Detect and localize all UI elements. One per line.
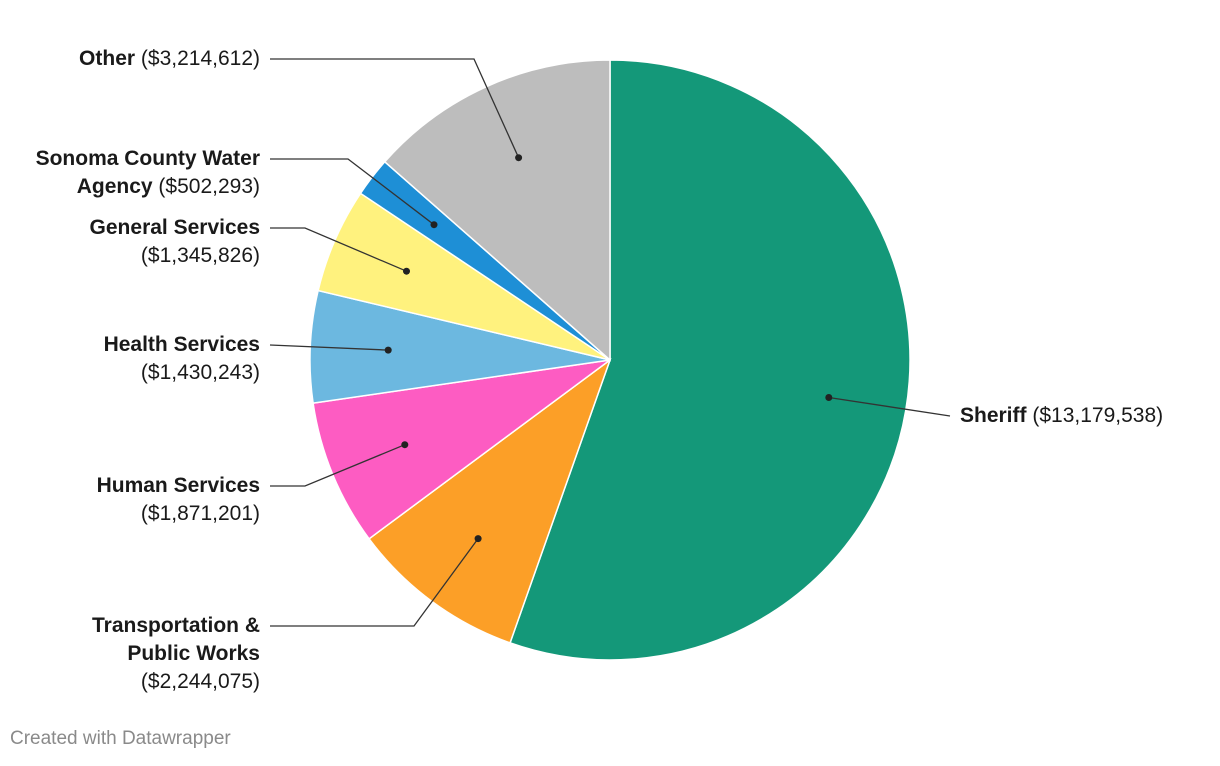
leader-dot-other (515, 154, 523, 162)
leader-dot-human-services (401, 441, 409, 449)
leader-dot-sheriff (825, 394, 833, 401)
slice-label-other: Other ($3,214,612) (79, 47, 260, 70)
slice-label-human-services: Human Services ($1,871,201) (96, 474, 260, 525)
slice-label-health-services: Health Services ($1,430,243) (103, 333, 260, 384)
pie-chart (269, 58, 951, 661)
leader-line-transportation-public-works (270, 538, 479, 627)
leader-dot-general-services (403, 267, 410, 275)
leader-line-sheriff (828, 396, 951, 417)
leader-line-health-services (269, 344, 389, 351)
leader-line-water-agency (270, 158, 435, 226)
slice-label-transportation-public-works: Transportation & Public Works ($2,244,075) (91, 614, 260, 693)
leader-dot-health-services (384, 346, 392, 354)
datawrapper-credit: Created with Datawrapper (10, 728, 231, 749)
slice-label-water-agency: Sonoma County Water Agency ($502,293) (35, 147, 260, 198)
leader-line-other (270, 58, 520, 158)
leader-line-human-services (270, 444, 406, 487)
slice-label-sheriff: Sheriff ($13,179,538) (960, 404, 1164, 427)
slice-label-general-services: General Services ($1,345,826) (89, 216, 260, 267)
leader-dot-water-agency (430, 221, 438, 229)
leader-dot-transportation-public-works (474, 535, 482, 543)
leader-line-general-services (270, 227, 407, 272)
